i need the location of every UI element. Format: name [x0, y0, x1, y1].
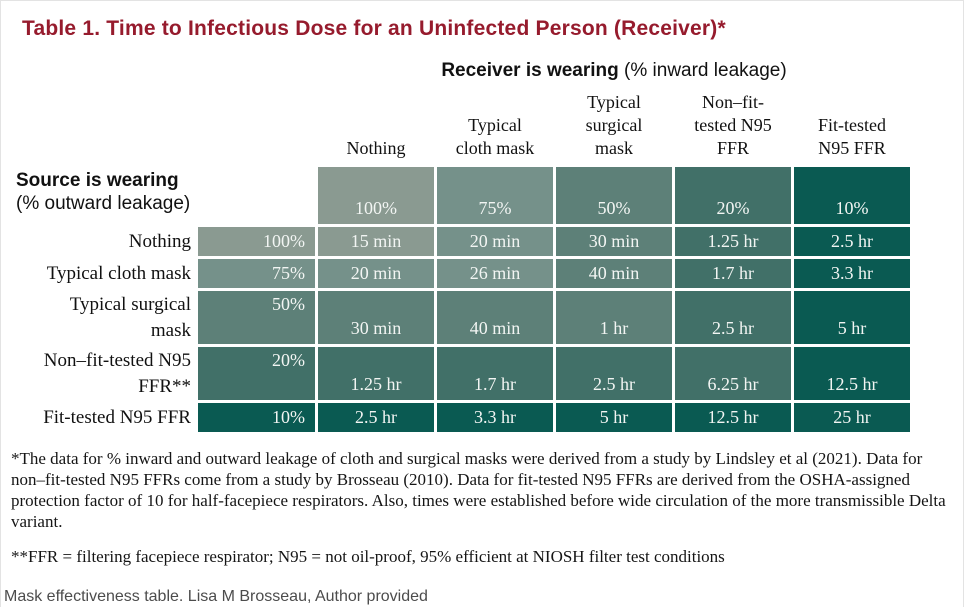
data-cell: 2.5 hr — [794, 227, 910, 256]
data-cell: 2.5 hr — [318, 403, 434, 432]
data-cell: 6.25 hr — [675, 347, 791, 400]
outward-leakage-cell: 75% — [198, 259, 315, 288]
data-cell: 30 min — [556, 227, 672, 256]
data-cell: 30 min — [318, 291, 434, 344]
row-nonfit-n95: Non–fit-tested N95 FFR** 20% 1.25 hr 1.7 … — [9, 347, 963, 400]
column-header-surgical-mask: Typical surgical mask — [585, 92, 643, 158]
inward-leakage-row: Source is wearing (% outward leakage) 10… — [9, 167, 963, 224]
footnote-2: **FFR = filtering facepiece respirator; … — [11, 547, 725, 566]
row-label: Typical cloth mask — [46, 262, 191, 284]
header-spacer — [9, 92, 315, 164]
outward-leakage-cell: 50% — [198, 291, 315, 344]
source-group-header-bold: Source is wearing — [16, 170, 179, 191]
mask-effectiveness-table: Nothing Typical cloth mask Typical surgica… — [9, 92, 963, 432]
data-cell: 25 hr — [794, 403, 910, 432]
row-cloth-mask: Typical cloth mask 75% 20 min 26 min 40 … — [9, 259, 963, 288]
data-cell: 12.5 hr — [794, 347, 910, 400]
inward-leakage-cell: 20% — [675, 167, 791, 224]
data-cell: 40 min — [556, 259, 672, 288]
outward-leakage-cell: 10% — [198, 403, 315, 432]
data-cell: 26 min — [437, 259, 553, 288]
image-caption: Mask effectiveness table. Lisa M Brossea… — [4, 588, 428, 605]
column-header-nothing: Nothing — [346, 138, 406, 158]
table-title: Table 1. Time to Infectious Dose for an … — [22, 17, 726, 40]
data-cell: 3.3 hr — [437, 403, 553, 432]
inward-leakage-cell: 10% — [794, 167, 910, 224]
data-cell: 1.7 hr — [675, 259, 791, 288]
row-nothing: Nothing 100% 15 min 20 min 30 min 1.25 h… — [9, 227, 963, 256]
data-cell: 20 min — [318, 259, 434, 288]
row-label: Typical surgical mask — [69, 293, 191, 341]
outward-leakage-cell: 20% — [198, 347, 315, 400]
inward-leakage-cell: 100% — [318, 167, 434, 224]
receiver-group-header: Receiver is wearing (% inward leakage) — [318, 60, 910, 82]
data-cell: 3.3 hr — [794, 259, 910, 288]
data-cell: 15 min — [318, 227, 434, 256]
data-cell: 40 min — [437, 291, 553, 344]
column-header-nonfit-n95: Non–fit-tested N95 FFR — [694, 92, 772, 158]
source-group-header-note: (% outward leakage) — [16, 193, 191, 214]
data-cell: 1.25 hr — [675, 227, 791, 256]
outward-leakage-cell: 100% — [198, 227, 315, 256]
row-label: Non–fit-tested N95 FFR** — [43, 349, 191, 397]
column-headers-row: Nothing Typical cloth mask Typical surgica… — [9, 92, 963, 164]
row-fit-n95: Fit-tested N95 FFR 10% 2.5 hr 3.3 hr 5 h… — [9, 403, 963, 432]
footnote-1: *The data for % inward and outward leaka… — [11, 449, 946, 531]
data-cell: 20 min — [437, 227, 553, 256]
row-label: Nothing — [128, 230, 191, 252]
inward-leakage-cell: 50% — [556, 167, 672, 224]
receiver-group-header-note: (% inward leakage) — [624, 60, 787, 81]
data-cell: 1.25 hr — [318, 347, 434, 400]
data-cell: 5 hr — [556, 403, 672, 432]
column-header-fit-n95: Fit-tested N95 FFR — [818, 115, 886, 158]
inward-leakage-cell: 75% — [437, 167, 553, 224]
column-header-cloth-mask: Typical cloth mask — [455, 115, 535, 158]
data-cell: 12.5 hr — [675, 403, 791, 432]
data-cell: 5 hr — [794, 291, 910, 344]
data-cell: 1 hr — [556, 291, 672, 344]
data-cell: 2.5 hr — [556, 347, 672, 400]
row-label: Fit-tested N95 FFR — [43, 406, 191, 428]
data-cell: 2.5 hr — [675, 291, 791, 344]
receiver-group-header-bold: Receiver is wearing — [441, 60, 619, 81]
data-cell: 1.7 hr — [437, 347, 553, 400]
source-group-header: Source is wearing (% outward leakage) — [9, 167, 315, 224]
row-surgical-mask: Typical surgical mask 50% 30 min 40 min 1… — [9, 291, 963, 344]
